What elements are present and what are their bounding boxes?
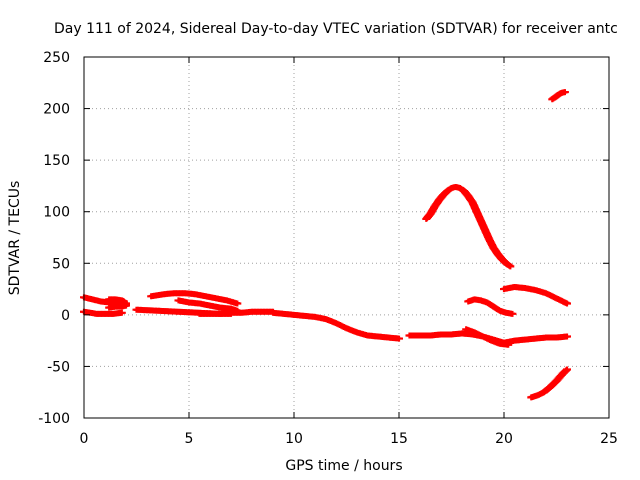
series-arc-14: [500, 284, 571, 307]
data-point: [233, 300, 242, 307]
y-tick-label: 150: [43, 153, 70, 169]
data-point: [506, 263, 515, 270]
y-tick-label: -50: [47, 359, 70, 375]
y-tick-label: -100: [38, 411, 70, 427]
data-point: [504, 341, 513, 348]
y-tick-label: 250: [43, 50, 70, 66]
grid-lines: [84, 57, 609, 418]
data-point: [395, 335, 403, 342]
data-point: [508, 310, 517, 317]
data-point: [117, 309, 126, 316]
y-tick-label: 100: [43, 205, 70, 221]
x-tick-label: 0: [80, 431, 89, 447]
series-arc-13: [464, 296, 517, 317]
plot-frame: [83, 56, 610, 419]
series-arc-15: [527, 366, 571, 401]
x-tick-label: 10: [285, 431, 303, 447]
data-series: [80, 89, 571, 401]
series-arc-4: [105, 302, 130, 311]
series-arc-12: [422, 183, 515, 270]
data-point: [563, 300, 571, 307]
axis-ticks: 0 5 10 15 20 25 -100 -50 0 50 100 150 200 250: [38, 50, 618, 447]
series-arc-3: [105, 296, 128, 305]
series-arc-9: [269, 309, 403, 342]
y-tick-label: 0: [61, 308, 70, 324]
series-arc-6: [147, 290, 242, 307]
x-tick-label: 15: [390, 431, 408, 447]
data-point: [563, 366, 571, 373]
data-point: [560, 89, 569, 96]
x-axis-label: GPS time / hours: [285, 458, 402, 474]
series-arc-7: [174, 297, 242, 314]
y-axis-label: SDTVAR / TECUs: [7, 181, 23, 296]
x-tick-label: 25: [600, 431, 618, 447]
chart-title: Day 111 of 2024, Sidereal Day-to-day VTE…: [54, 21, 618, 37]
data-point: [563, 333, 571, 340]
x-tick-label: 20: [495, 431, 513, 447]
series-arc-16: [548, 89, 569, 103]
y-tick-label: 200: [43, 102, 70, 118]
y-tick-label: 50: [52, 256, 70, 272]
x-tick-label: 5: [185, 431, 194, 447]
series-arc-11: [462, 326, 513, 348]
data-point: [122, 302, 130, 309]
